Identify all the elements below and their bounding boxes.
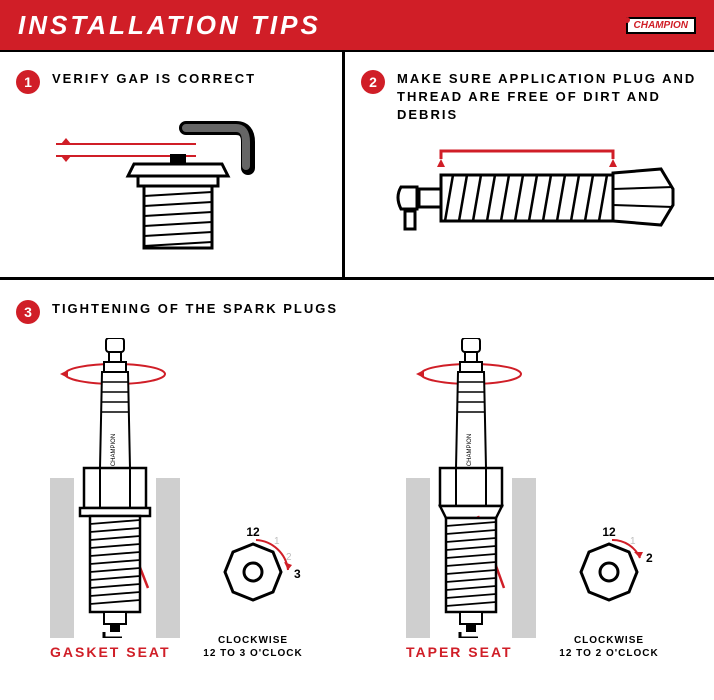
gasket-column: CHAMPION bbox=[50, 338, 308, 660]
dial2-side: 2 bbox=[646, 551, 653, 565]
gasket-plug: CHAMPION bbox=[50, 338, 180, 638]
dial-12-3: 12 1 2 3 bbox=[198, 518, 308, 628]
step-3-badge: 3 bbox=[16, 300, 40, 324]
gap-diagram bbox=[16, 108, 316, 258]
dial1-line1: CLOCKWISE bbox=[218, 635, 288, 646]
dial-pos1: 1 bbox=[274, 536, 280, 547]
taper-seat-label: Taper Seat bbox=[406, 644, 536, 660]
dial-taper: 12 1 2 CLOCKWISE 12 TO 2 O'CLOCK bbox=[554, 518, 664, 660]
dial2-top: 12 bbox=[602, 525, 616, 539]
svg-text:CHAMPION: CHAMPION bbox=[111, 434, 117, 466]
row-top: 1 Verify gap is correct bbox=[0, 52, 714, 280]
step-1-badge: 1 bbox=[16, 70, 40, 94]
step-2-text: Make sure application plug and thread ar… bbox=[397, 70, 698, 125]
header-title: Installation Tips bbox=[18, 10, 321, 41]
step-2-cell: 2 Make sure application plug and thread … bbox=[345, 52, 714, 277]
dial2-line1: CLOCKWISE bbox=[574, 635, 644, 646]
step-1-cell: 1 Verify gap is correct bbox=[0, 52, 345, 277]
gasket-seat-label: Gasket Seat bbox=[50, 644, 180, 660]
header-bar: Installation Tips CHAMPION bbox=[0, 0, 714, 52]
brand-logo: CHAMPION bbox=[626, 17, 696, 34]
thread-diagram bbox=[361, 139, 691, 279]
dial-12-2: 12 1 2 bbox=[554, 518, 664, 628]
step-2-badge: 2 bbox=[361, 70, 385, 94]
step-3-text: Tightening of the spark plugs bbox=[52, 300, 338, 318]
svg-text:CHAMPION: CHAMPION bbox=[467, 434, 473, 466]
taper-column: CHAMPION bbox=[406, 338, 664, 660]
dial-top: 12 bbox=[246, 525, 260, 539]
dial-gasket: 12 1 2 3 CLOCKWISE 12 TO 3 O'CLOCK bbox=[198, 518, 308, 660]
taper-plug: CHAMPION bbox=[406, 338, 536, 638]
step-1-text: Verify gap is correct bbox=[52, 70, 256, 88]
dial1-line2: 12 TO 3 O'CLOCK bbox=[203, 648, 302, 659]
dial-side: 3 bbox=[294, 567, 301, 581]
step-3-cell: 3 Tightening of the spark plugs bbox=[0, 280, 714, 680]
dial2-line2: 12 TO 2 O'CLOCK bbox=[559, 648, 658, 659]
tightening-diagrams: CHAMPION bbox=[16, 338, 698, 660]
